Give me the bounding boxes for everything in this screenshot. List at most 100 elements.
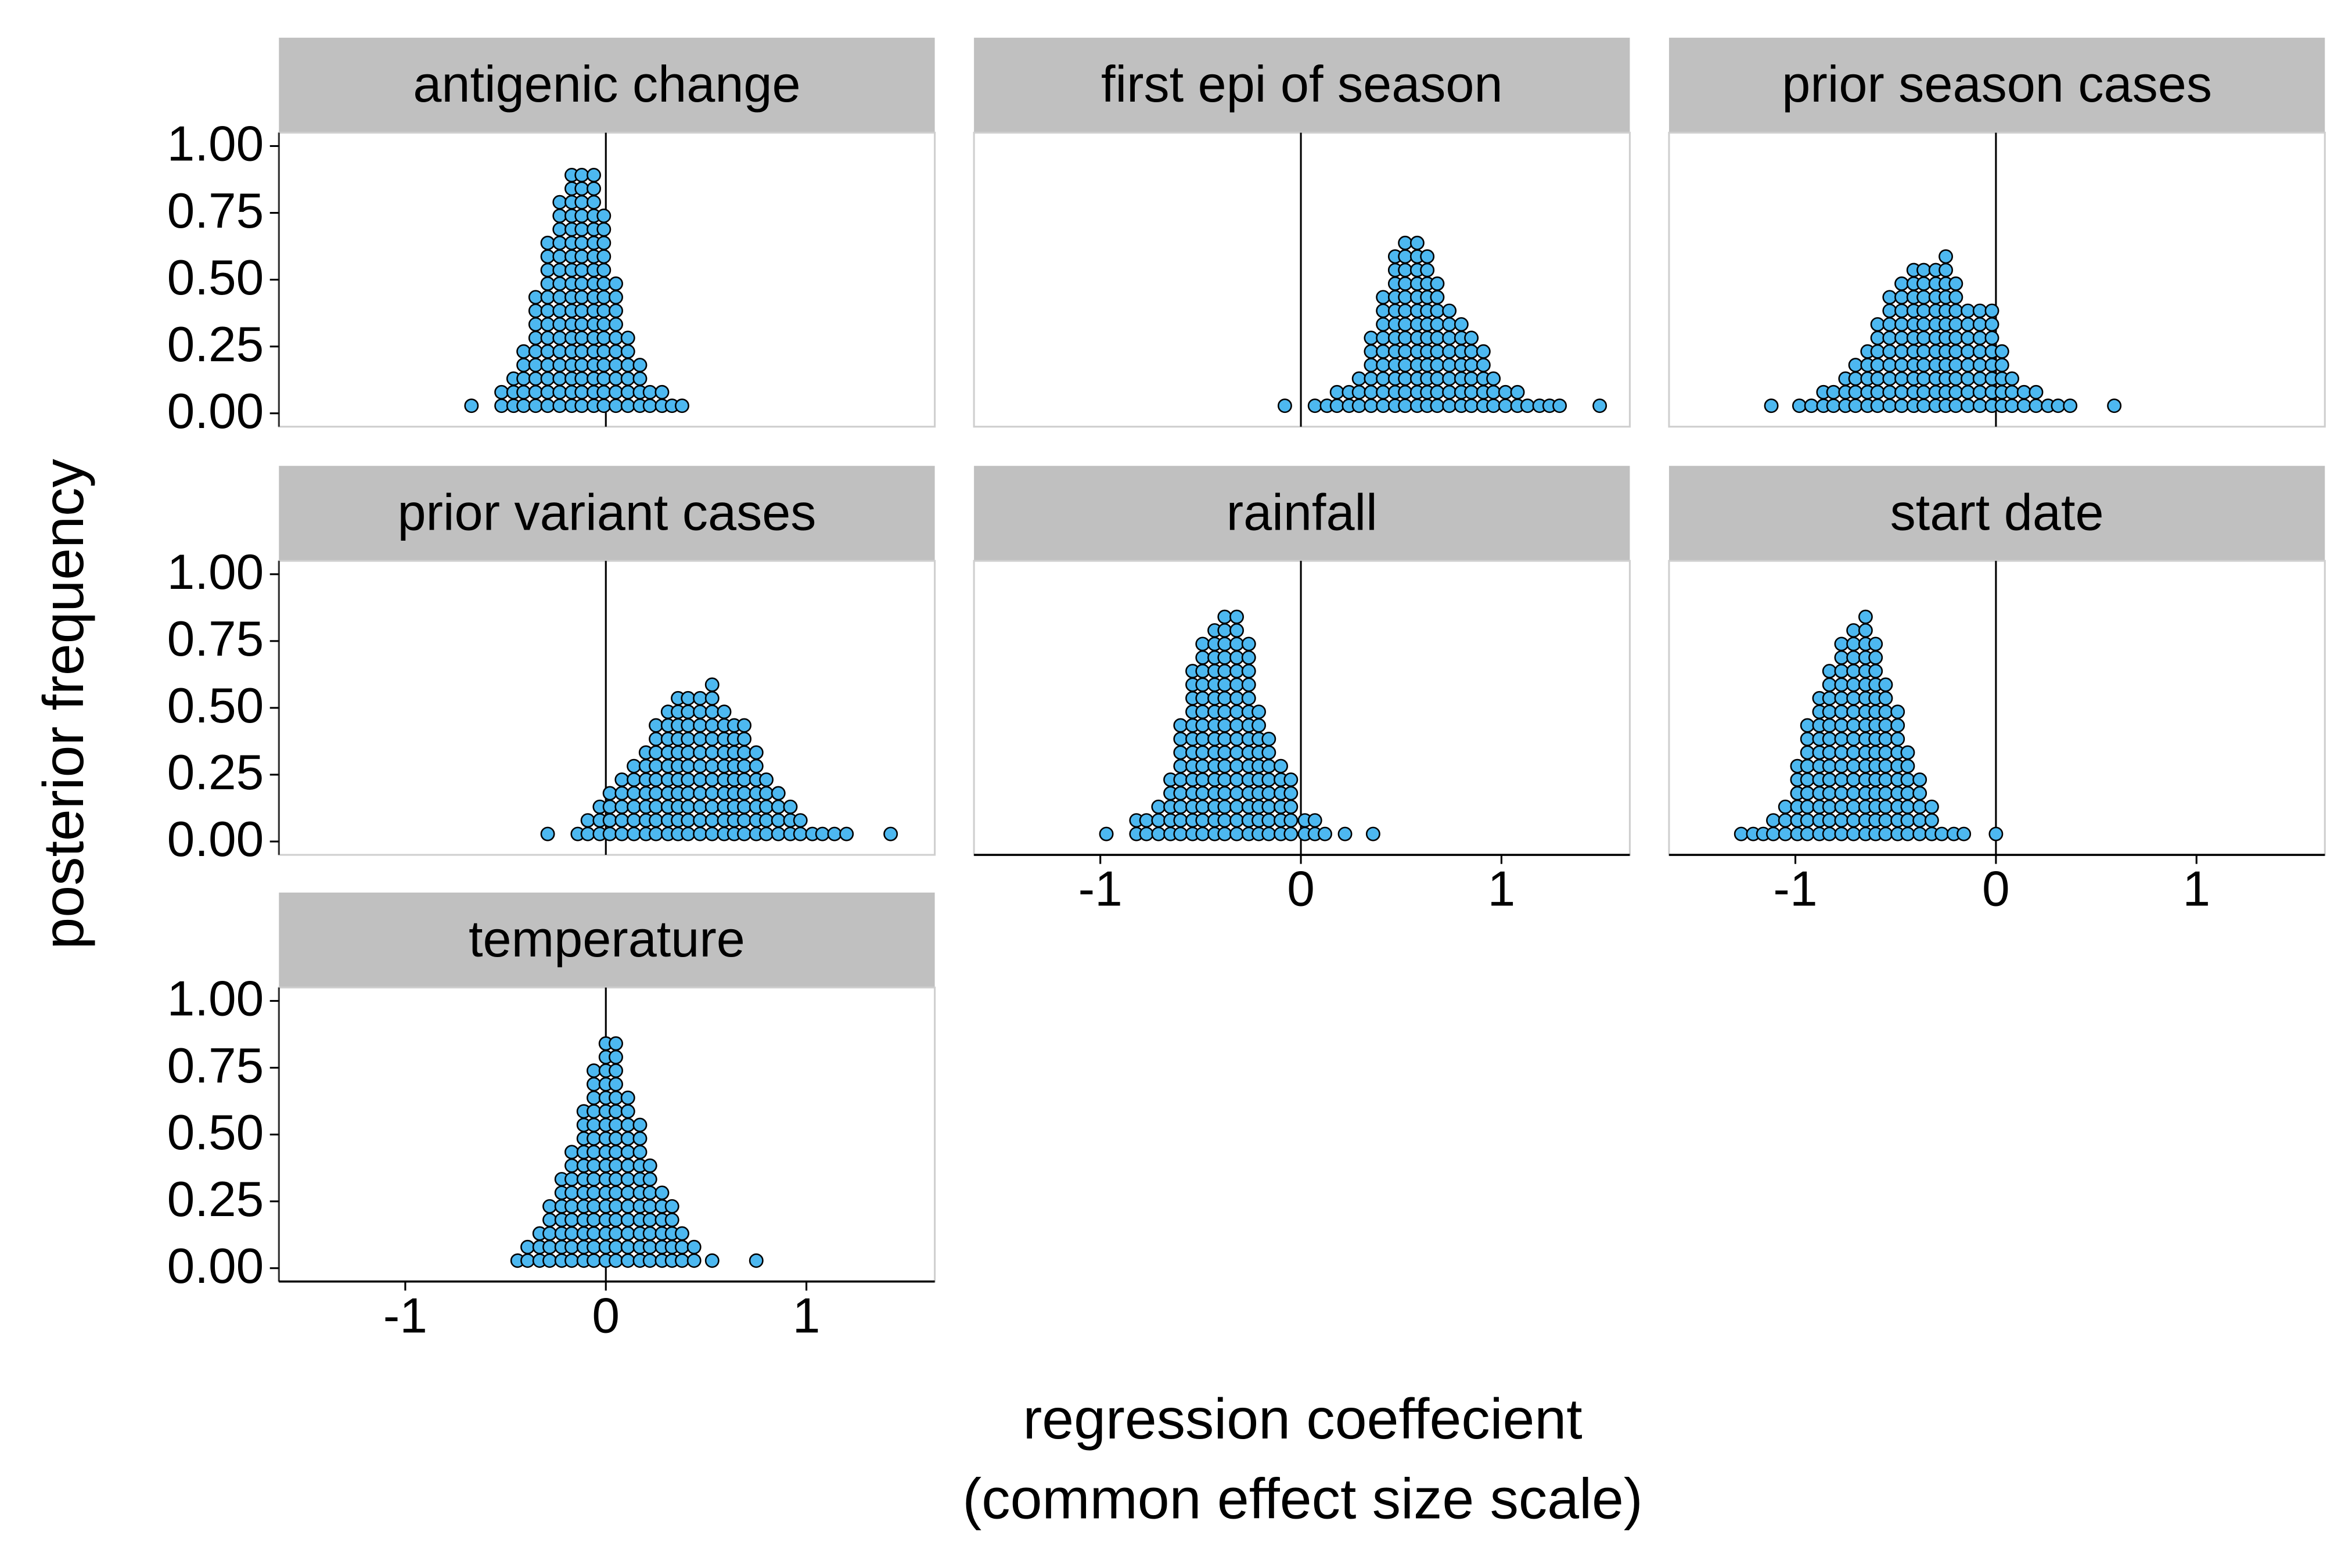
dot [693, 786, 708, 801]
dot [609, 1253, 623, 1268]
dot-stack [1464, 330, 1479, 413]
dot [1858, 623, 1873, 638]
dot [1195, 826, 1210, 841]
dot [1870, 384, 1885, 400]
strip [1668, 37, 2325, 133]
panel-title: temperature [469, 910, 745, 968]
dot [596, 222, 612, 237]
dot [1398, 358, 1413, 373]
dot [771, 799, 786, 814]
dot [1398, 317, 1413, 332]
dot [552, 317, 567, 332]
dot [693, 758, 708, 774]
dot [1834, 772, 1849, 787]
dot [1822, 732, 1837, 746]
dot [664, 1213, 679, 1228]
dot [1878, 799, 1893, 814]
dot-stack [632, 1117, 648, 1268]
dot [627, 786, 642, 801]
dot [1217, 732, 1232, 746]
dot-stack [1766, 813, 1781, 841]
dot-stack [1307, 813, 1322, 841]
dot [1376, 371, 1391, 386]
y-tick-label: 0.25 [167, 745, 264, 800]
dot [1217, 623, 1232, 638]
dot [542, 1199, 557, 1214]
dot [1592, 398, 1607, 413]
dot [1283, 813, 1299, 828]
dot [1900, 758, 1915, 774]
dot [1894, 371, 1909, 386]
dot [1274, 758, 1288, 774]
dot [464, 398, 479, 413]
dot [1961, 303, 1975, 318]
dot [704, 745, 720, 760]
dot-stack [675, 398, 689, 413]
dot-stack [1900, 745, 1915, 841]
dot [704, 799, 720, 814]
dot [793, 813, 808, 828]
x-axis-title: regression coeffecient [1023, 1387, 1582, 1451]
dot-stack [783, 799, 798, 841]
dot [642, 398, 657, 413]
dot [1261, 813, 1276, 828]
dot [587, 1063, 601, 1078]
dot [614, 799, 630, 814]
dot-stack [1261, 732, 1276, 841]
y-axis-title: posterior frequency [31, 459, 95, 950]
dot [1229, 609, 1244, 624]
dot [1822, 664, 1837, 679]
dot [1139, 813, 1154, 828]
dot [596, 358, 612, 373]
dot [552, 303, 567, 318]
dot [1283, 772, 1299, 787]
dot [574, 384, 589, 400]
dot-stack [602, 786, 617, 841]
dot [1283, 826, 1299, 841]
dot [552, 344, 567, 359]
dot [749, 745, 764, 760]
dot [587, 1226, 601, 1241]
y-tick-label: 0.00 [167, 1238, 264, 1294]
dot-stack [883, 826, 898, 841]
dot [1329, 398, 1344, 413]
dot [1173, 772, 1188, 787]
dot [686, 1239, 702, 1254]
dot [516, 344, 531, 359]
dot [1800, 745, 1815, 760]
dot [2029, 384, 2044, 400]
dot [1430, 317, 1445, 332]
dot [1961, 371, 1975, 386]
x-tick-label: -1 [1773, 861, 1817, 917]
dot [1994, 344, 2009, 359]
dot [1229, 636, 1244, 652]
dot-stack [1274, 758, 1288, 841]
dot [1398, 235, 1413, 250]
dot [1972, 303, 1987, 318]
x-tick-label: 0 [592, 1288, 620, 1343]
dot [552, 290, 567, 305]
dot [1476, 358, 1491, 373]
dot [1900, 786, 1915, 801]
dot [1916, 330, 1932, 346]
dot [1229, 786, 1244, 801]
dot [614, 772, 630, 787]
dot [1398, 249, 1413, 264]
dot [574, 262, 589, 278]
dot [1846, 623, 1861, 638]
dot-stack [609, 276, 623, 413]
dot [1307, 398, 1322, 413]
dot-stack [1934, 826, 1950, 841]
dot [704, 758, 720, 774]
dot [609, 1104, 623, 1119]
dot [737, 718, 751, 733]
dot-stack [1961, 303, 1975, 413]
dot [1822, 677, 1837, 692]
dot [1151, 799, 1166, 814]
dot [552, 235, 567, 250]
dot [587, 1185, 601, 1200]
dot [596, 290, 612, 305]
dot [1988, 826, 2004, 841]
dot [1173, 786, 1188, 801]
dot [1173, 732, 1188, 746]
